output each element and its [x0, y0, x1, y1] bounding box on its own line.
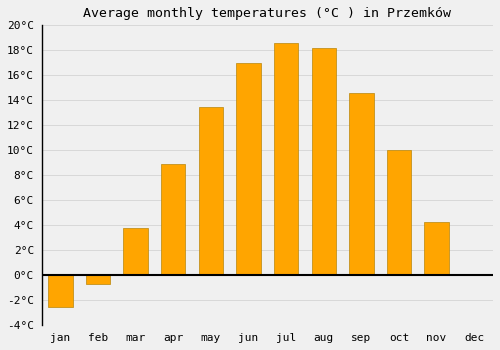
Bar [124, 228, 148, 275]
Bar [161, 164, 186, 275]
Bar [48, 275, 72, 307]
Bar [198, 106, 223, 275]
Bar [387, 150, 411, 275]
Bar [312, 48, 336, 275]
Title: Average monthly temperatures (°C ) in Przemków: Average monthly temperatures (°C ) in Pr… [84, 7, 452, 20]
Bar [424, 222, 449, 275]
Bar [86, 275, 110, 284]
Bar [274, 43, 298, 275]
Bar [349, 93, 374, 275]
Bar [236, 63, 260, 275]
